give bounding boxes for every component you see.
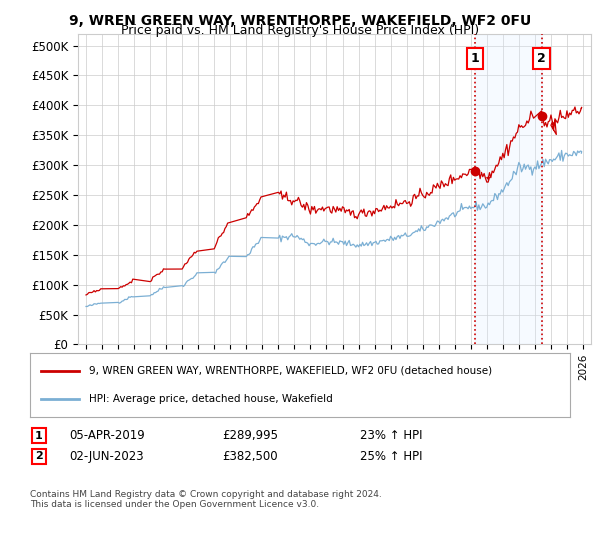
Text: 2: 2 [35,451,43,461]
Text: 25% ↑ HPI: 25% ↑ HPI [360,450,422,463]
Text: 23% ↑ HPI: 23% ↑ HPI [360,429,422,442]
Text: Contains HM Land Registry data © Crown copyright and database right 2024.
This d: Contains HM Land Registry data © Crown c… [30,490,382,510]
Text: 9, WREN GREEN WAY, WRENTHORPE, WAKEFIELD, WF2 0FU (detached house): 9, WREN GREEN WAY, WRENTHORPE, WAKEFIELD… [89,366,493,376]
Bar [475,34,542,344]
Text: Price paid vs. HM Land Registry's House Price Index (HPI): Price paid vs. HM Land Registry's House … [121,24,479,37]
Text: 2: 2 [537,52,546,65]
Text: £382,500: £382,500 [222,450,278,463]
Text: 1: 1 [470,52,479,65]
Text: 02-JUN-2023: 02-JUN-2023 [69,450,143,463]
Text: 9, WREN GREEN WAY, WRENTHORPE, WAKEFIELD, WF2 0FU: 9, WREN GREEN WAY, WRENTHORPE, WAKEFIELD… [69,14,531,28]
Text: 05-APR-2019: 05-APR-2019 [69,429,145,442]
Text: £289,995: £289,995 [222,429,278,442]
Text: HPI: Average price, detached house, Wakefield: HPI: Average price, detached house, Wake… [89,394,333,404]
Text: 1: 1 [35,431,43,441]
